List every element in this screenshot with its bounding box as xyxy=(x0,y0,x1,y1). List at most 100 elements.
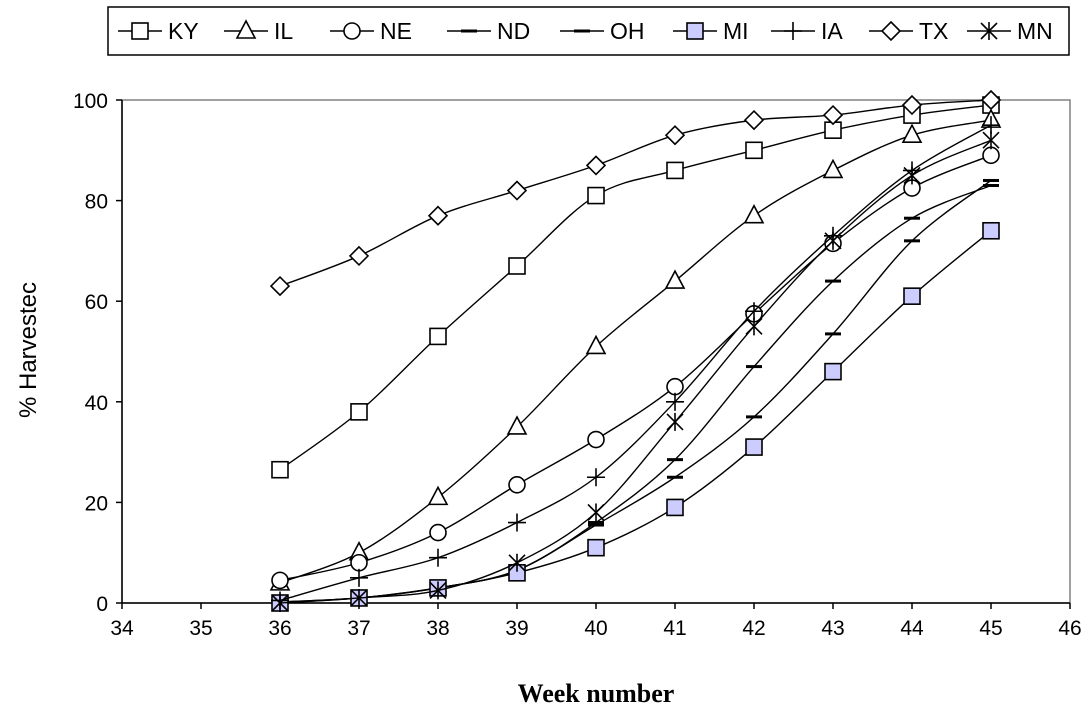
series-ky-point xyxy=(587,186,605,205)
x-tick-label: 45 xyxy=(979,617,1002,640)
legend-marker-tx xyxy=(880,20,902,42)
series-ky-point xyxy=(350,403,368,421)
series-mn-line xyxy=(279,139,992,604)
x-tick-label: 39 xyxy=(505,617,528,640)
series-oh-line xyxy=(279,179,992,603)
legend-label: OH xyxy=(610,18,645,44)
series-mn-point xyxy=(429,581,447,600)
series-ne-point xyxy=(271,571,289,590)
series-ne-point xyxy=(587,430,605,449)
series-mn-point xyxy=(350,588,368,607)
x-tick-label: 40 xyxy=(584,617,607,640)
series-ky-point xyxy=(745,141,763,160)
series-tx-line xyxy=(279,99,992,287)
series-mi-point xyxy=(903,287,921,305)
series-tx xyxy=(269,89,1002,297)
x-tick-label: 36 xyxy=(268,617,291,640)
series-ne-point xyxy=(350,553,368,572)
series-tx-point xyxy=(664,125,686,146)
legend-label: ND xyxy=(497,18,530,44)
legend-item-il: IL xyxy=(224,18,293,44)
legend-label: TX xyxy=(919,18,948,44)
series-il-point xyxy=(822,158,844,179)
x-tick-label: 34 xyxy=(110,617,134,640)
series-ne-line xyxy=(279,154,992,582)
legend-marker-mi xyxy=(686,22,704,40)
series-mi-point xyxy=(587,538,605,557)
legend-marker-mn xyxy=(980,22,998,40)
legend-item-ky: KY xyxy=(118,18,199,44)
series-il-point xyxy=(585,334,607,355)
series-nd-line xyxy=(279,184,992,603)
series-ia-point xyxy=(429,548,447,567)
series-ne-point xyxy=(666,377,684,396)
series-mi-point xyxy=(824,362,842,381)
series-il-point xyxy=(427,485,449,506)
y-axis-title: % Harvestec xyxy=(15,282,42,418)
legend-marker-ky xyxy=(131,22,149,40)
series-ky-point xyxy=(666,161,684,180)
series-ne-point xyxy=(429,523,447,542)
series-il-point xyxy=(901,123,923,144)
series-mn-point xyxy=(745,317,763,336)
series-tx-point xyxy=(585,155,607,176)
legend-item-ia: IA xyxy=(771,18,843,44)
x-tick-label: 43 xyxy=(821,617,844,640)
legend-label: IL xyxy=(274,18,293,44)
series-ia-point xyxy=(350,568,368,587)
y-tick-label: 100 xyxy=(73,90,108,113)
y-tick-label: 80 xyxy=(85,191,108,214)
series-mi-point xyxy=(745,438,763,456)
legend-label: NE xyxy=(380,18,412,44)
y-tick-label: 0 xyxy=(96,593,108,616)
series-ia-point xyxy=(666,392,684,411)
series-ky xyxy=(271,96,1000,479)
legend: KY IL NE ND OH MI IA TX MN xyxy=(107,6,1070,56)
series-mn-point xyxy=(824,231,842,250)
series-il xyxy=(269,108,1002,591)
x-tick-label: 44 xyxy=(900,617,924,640)
series-ky-point xyxy=(508,257,526,275)
series-il-point xyxy=(506,415,528,435)
series-mn-point xyxy=(666,412,684,431)
series-ia-point xyxy=(508,513,526,532)
legend-marker-ia xyxy=(784,22,802,40)
series-ia-point xyxy=(587,468,605,487)
series-tx-point xyxy=(269,275,291,297)
series-mn-point xyxy=(587,503,605,522)
series-tx-point xyxy=(348,245,370,267)
y-tick-label: 60 xyxy=(85,291,108,314)
series-ia-point xyxy=(982,116,1000,135)
legend-label: IA xyxy=(821,18,843,44)
x-axis-title: Week number xyxy=(518,679,675,708)
x-tick-label: 38 xyxy=(426,617,449,640)
series-il-point xyxy=(664,269,686,289)
series-ky-point xyxy=(271,460,289,479)
series-mi-point xyxy=(982,221,1000,240)
legend-marker-ne xyxy=(343,22,361,40)
series-tx-point xyxy=(822,104,844,126)
legend-item-nd: ND xyxy=(447,18,530,44)
series-layer xyxy=(269,89,1002,612)
legend-marker-il xyxy=(235,19,257,39)
series-mi xyxy=(271,221,1000,612)
series-ky-point xyxy=(429,327,447,346)
series-ne-point xyxy=(982,146,1000,165)
series-mi-point xyxy=(666,498,684,517)
axes: 0 20 40 60 80 100 34 35 36 37 38 39 40 41 42 43 44 45 46 xyxy=(73,90,1082,640)
legend-item-mn: MN xyxy=(967,18,1053,44)
series-mn xyxy=(271,131,1000,612)
series-il-line xyxy=(279,119,992,584)
series-tx-point xyxy=(743,109,765,131)
legend-item-tx: TX xyxy=(869,18,948,44)
legend-item-mi: MI xyxy=(673,18,749,44)
legend-item-oh: OH xyxy=(560,18,645,44)
legend-item-ne: NE xyxy=(330,18,412,44)
series-ne xyxy=(271,146,1000,590)
x-tick-label: 41 xyxy=(663,617,686,640)
series-mn-point xyxy=(982,131,1000,150)
y-tick-label: 20 xyxy=(85,492,108,515)
x-tick-label: 42 xyxy=(742,617,765,640)
legend-label: KY xyxy=(168,18,199,44)
